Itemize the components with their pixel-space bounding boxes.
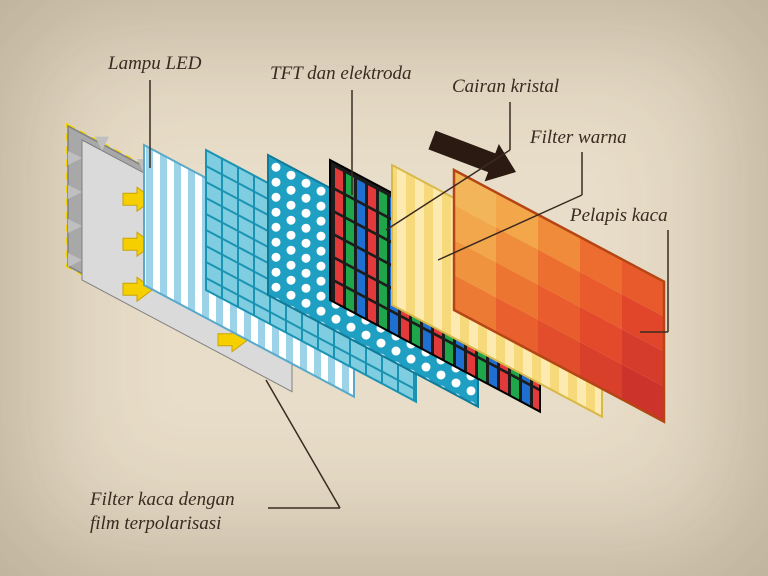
diagram-canvas: Lampu LED TFT dan elektroda Cairan kristal… — [0, 0, 768, 576]
label-glass: Pelapis kaca — [570, 204, 668, 228]
label-tft: TFT dan elektroda — [270, 62, 411, 86]
label-liquid: Cairan kristal — [452, 75, 559, 99]
label-polarizer: Filter kaca dengan film terpolarisasi — [90, 488, 235, 536]
label-filter: Filter warna — [530, 126, 627, 150]
leader-polarizer — [266, 380, 340, 508]
label-led: Lampu LED — [108, 52, 201, 76]
